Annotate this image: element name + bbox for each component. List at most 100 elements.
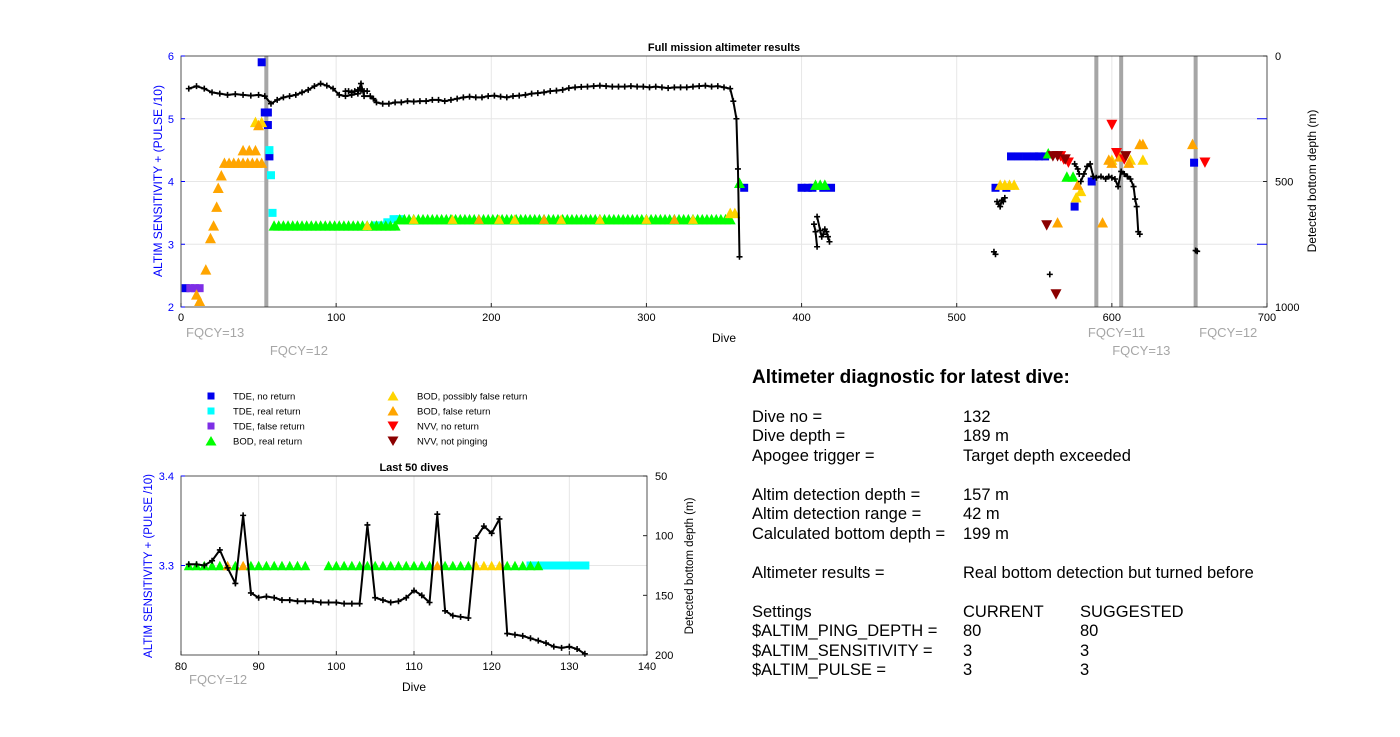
top-x-tick-label: 200 [482, 312, 500, 324]
depth-point [646, 84, 653, 91]
diag-settings-header: Settings CURRENT SUGGESTED [752, 603, 1312, 623]
depth-point [497, 93, 504, 100]
bod-real-marker [346, 560, 357, 571]
depth-point [727, 85, 734, 92]
legend-triangle-up-icon [387, 391, 399, 401]
depth-point [434, 511, 441, 518]
diag-current-label: CURRENT [963, 602, 1044, 621]
bottom-y-left-label: ALTIM SENSITIVITY + (PULSE /10) [143, 474, 155, 658]
fqcy-label: FQCY=13 [1112, 343, 1170, 358]
depth-point [302, 598, 309, 605]
diag-setting-current: 80 [963, 622, 982, 640]
tde-no-marker [257, 58, 266, 67]
bod-possibly-marker [687, 214, 698, 224]
tde-no-marker [1034, 152, 1043, 161]
diag-setting-current: 3 [963, 661, 973, 679]
bod-real-marker [207, 560, 218, 571]
diag-setting-row: $ALTIM_SENSITIVITY = 3 3 [752, 642, 1312, 662]
diagnostic-panel: Altimeter diagnostic for latest dive: Di… [752, 368, 1312, 681]
tde-no-marker [827, 183, 836, 192]
depth-point [689, 83, 696, 90]
depth-point [387, 599, 394, 606]
depth-point [232, 580, 239, 587]
depth-point [1071, 160, 1078, 167]
bod-possibly-marker [509, 214, 520, 224]
bottom-x-tick-label: 90 [253, 661, 265, 673]
bod-real-marker [509, 560, 520, 571]
bod-false-marker [539, 214, 550, 224]
depth-point [1076, 170, 1083, 177]
tde-no-marker [181, 284, 190, 293]
bod-false-marker [200, 264, 212, 275]
bottom-x-tick-label: 110 [405, 661, 423, 673]
tde-real-marker [573, 561, 582, 570]
depth-point [627, 83, 634, 90]
bottom-x-tick-label: 140 [638, 661, 656, 673]
depth-point [364, 88, 371, 95]
bod-possibly-marker [486, 560, 497, 571]
bod-real-marker [354, 560, 365, 571]
bod-real-marker [724, 213, 736, 225]
depth-point [1132, 196, 1139, 203]
depth-point [333, 599, 340, 606]
depth-point [491, 92, 498, 99]
bod-false-marker [1187, 138, 1199, 150]
depth-point [473, 535, 480, 542]
legend-triangle-up-icon [205, 436, 217, 446]
depth-point [1136, 231, 1143, 238]
diag-setting-name: $ALTIM_PULSE = [752, 661, 887, 679]
bod-false-marker [1097, 217, 1109, 228]
top-x-tick-label: 600 [1103, 312, 1121, 324]
bod-false-marker [256, 157, 268, 168]
depth-point [317, 80, 324, 87]
tde-no-marker [1030, 152, 1039, 161]
depth-point [634, 83, 641, 90]
diagnostic-title: Altimeter diagnostic for latest dive: [752, 367, 1070, 388]
top-y-left-tick-label: 6 [168, 51, 174, 63]
depth-point [590, 83, 597, 90]
legend-square-icon [207, 422, 215, 430]
legend-triangle-up-icon [387, 406, 399, 416]
depth-point [992, 251, 999, 258]
diag-dive-depth-value: 189 m [963, 427, 1009, 445]
tde-no-marker [265, 152, 274, 161]
depth-point [418, 592, 425, 599]
diag-altim-depth-value: 157 m [963, 485, 1009, 504]
bod-real-marker [502, 560, 513, 571]
depth-point [504, 630, 511, 637]
depth-point [559, 86, 566, 93]
top-grid [181, 56, 1267, 307]
depth-point [1077, 178, 1084, 185]
depth-point [1046, 271, 1053, 278]
diag-altim-depth-label: Altim detection depth = [752, 485, 921, 504]
depth-point [247, 92, 254, 99]
bod-possibly-marker [1008, 179, 1020, 190]
legend-label: TDE, real return [233, 407, 301, 418]
depth-point [1093, 174, 1100, 181]
top-x-tick-label: 500 [948, 312, 966, 324]
depth-point [255, 594, 262, 601]
top-y-left-tick-label: 2 [168, 302, 174, 314]
bod-false-marker [208, 220, 220, 231]
depth-point [810, 221, 817, 228]
depth-point [503, 94, 510, 101]
bod-possibly-marker [447, 214, 458, 224]
bod-real-marker [253, 560, 264, 571]
depth-point [1090, 173, 1097, 180]
depth-point [1105, 173, 1112, 180]
depth-point [824, 233, 831, 240]
depth-point [224, 91, 231, 98]
bod-false-marker [194, 295, 206, 306]
bod-real-marker [455, 560, 466, 571]
depth-point [441, 98, 448, 105]
depth-point [336, 91, 343, 98]
depth-point [578, 83, 585, 90]
bod-possibly-marker [1137, 154, 1149, 165]
depth-point [348, 600, 355, 607]
bottom-y-right-tick-label: 150 [655, 590, 673, 602]
depth-point [734, 165, 741, 172]
depth-point [496, 515, 503, 522]
depth-point [395, 598, 402, 605]
bottom-y-right-tick-label: 200 [655, 650, 673, 662]
top-y-left-tick-label: 4 [168, 177, 174, 189]
